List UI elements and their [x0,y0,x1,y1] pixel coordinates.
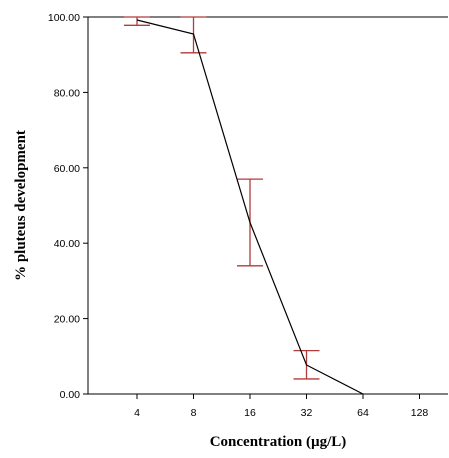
y-tick-label: 40.00 [54,238,80,250]
x-tick-label: 8 [191,407,197,419]
y-tick-label: 60.00 [54,163,80,175]
x-axis-title: Concentration (µg/L) [210,434,347,450]
series-line-group [136,19,364,395]
error-bar [124,16,150,26]
series-line [136,19,364,395]
y-tick-label: 0.00 [60,389,81,401]
x-tick-label: 128 [411,407,429,419]
y-ticks: 0.00 20.00 40.00 60.00 80.00 100.00 [48,12,88,401]
x-tick-label: 64 [357,407,369,419]
y-axis-title: % pluteus development [13,130,29,281]
y-tick-label: 80.00 [54,87,80,99]
x-tick-label: 16 [244,407,256,419]
y-tick-label: 20.00 [54,314,80,326]
x-tick-label: 32 [301,407,313,419]
y-tick-label: 100.00 [48,12,80,24]
x-ticks: 4 8 16 32 64 128 [134,394,428,419]
x-tick-label: 4 [134,407,140,419]
axes [87,17,448,395]
